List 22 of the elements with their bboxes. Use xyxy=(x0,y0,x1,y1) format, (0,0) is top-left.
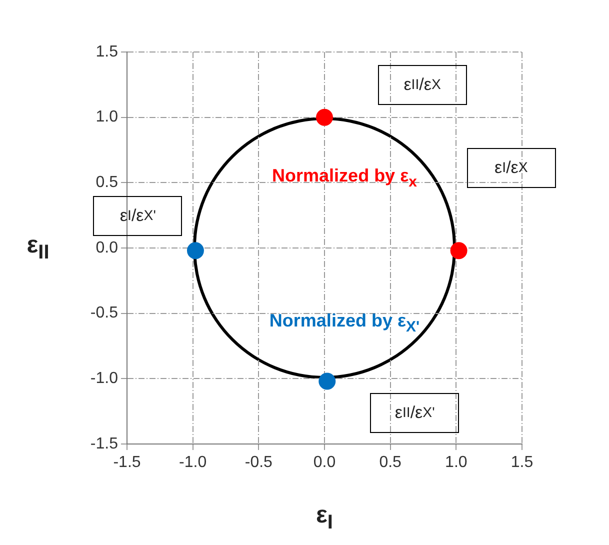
x-tick-label: 0.5 xyxy=(379,454,402,472)
point xyxy=(450,242,468,260)
y-tick-label: 1.5 xyxy=(96,43,118,60)
y-tick-label: 0.0 xyxy=(96,239,118,256)
point xyxy=(318,372,336,390)
x-axis-title: ε$_{I}$ xyxy=(316,502,333,534)
y-tick-label: 1.0 xyxy=(96,108,118,126)
y-axis-title: ε$_{II}$ xyxy=(26,232,50,264)
x-tick-label: -1.0 xyxy=(179,454,207,472)
point xyxy=(186,242,204,260)
x-tick-label: -1.5 xyxy=(113,454,141,472)
x-tick-label: -0.5 xyxy=(244,454,273,472)
text: Normalized by ε$_{X'}$ xyxy=(269,310,420,336)
point xyxy=(316,108,333,126)
text: Normalized by ε$_{x}$ xyxy=(272,165,417,190)
y-tick-label: -1.0 xyxy=(90,370,118,388)
x-tick-label: 1.5 xyxy=(510,454,534,472)
x-tick-label: 1.0 xyxy=(445,454,468,472)
y-tick-label: -0.5 xyxy=(90,304,118,322)
x-tick-label: 0.0 xyxy=(313,454,336,472)
y-tick-label: -1.5 xyxy=(90,435,118,452)
y-tick-label: 0.5 xyxy=(96,174,118,192)
